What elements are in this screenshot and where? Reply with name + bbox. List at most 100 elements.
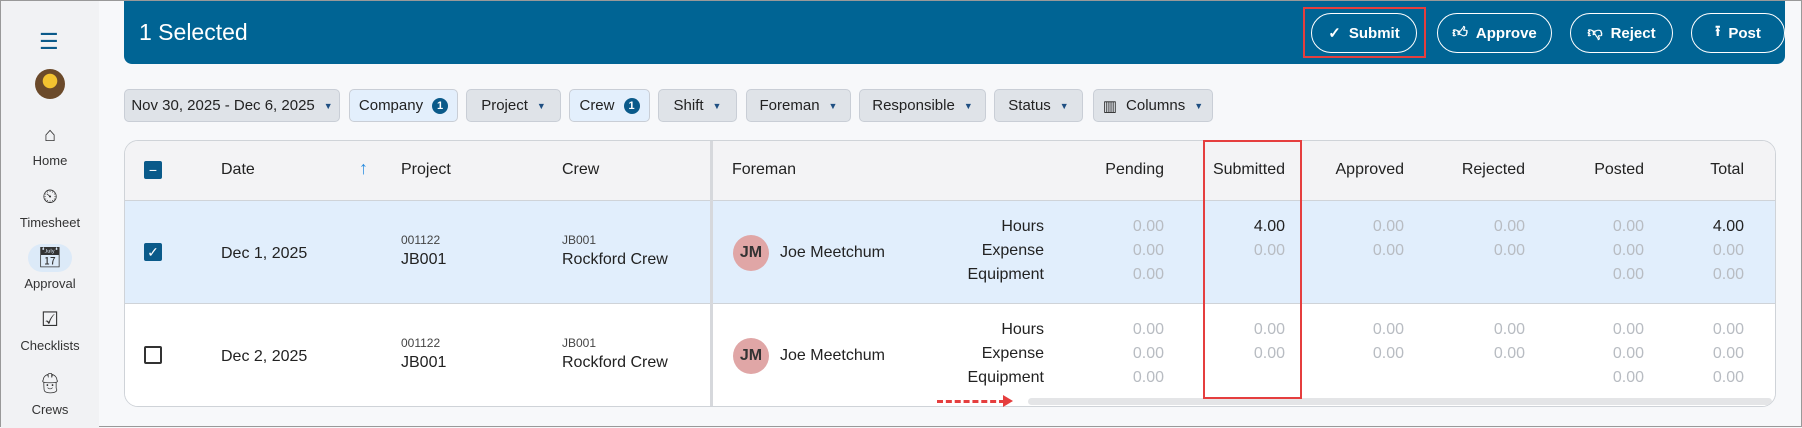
submit-button[interactable]: ✓ Submit xyxy=(1311,13,1417,53)
approval-table: − Date ↑ Project Crew Foreman Pending Sub… xyxy=(124,140,1776,407)
project-name: JB001 xyxy=(401,251,447,268)
reject-button[interactable]: 👎︎ Reject xyxy=(1570,13,1673,53)
caret-down-icon: ▼ xyxy=(963,100,973,111)
sidebar-item-crews[interactable]: 👷︎ Crews xyxy=(1,370,99,417)
sidebar-item-home[interactable]: ⌂ Home xyxy=(1,121,99,168)
select-all-checkbox[interactable]: − xyxy=(144,161,162,179)
checklist-icon: ☑ xyxy=(41,309,59,331)
columns-button[interactable]: ▥ Columns ▼ xyxy=(1093,89,1213,122)
approve-button[interactable]: 👍︎ Approve xyxy=(1437,13,1552,53)
total-value: 0.00 xyxy=(1712,321,1744,338)
row-date: Dec 1, 2025 xyxy=(221,245,308,262)
pending-value: 0.00 xyxy=(1132,345,1164,362)
sidebar-item-checklists[interactable]: ☑ Checklists xyxy=(1,306,99,353)
approval-icon: 📅︎ xyxy=(28,244,72,272)
user-avatar[interactable] xyxy=(35,69,65,99)
approved-value: 0.00 xyxy=(1372,242,1404,259)
approved-value: 0.00 xyxy=(1372,321,1404,338)
menu-icon[interactable]: ☰ xyxy=(39,29,59,54)
pending-value: 0.00 xyxy=(1132,218,1164,235)
sidebar-item-timesheet[interactable]: ⏲ Timesheet xyxy=(1,183,99,230)
submitted-value: 0.00 xyxy=(1253,345,1285,362)
selection-header xyxy=(124,1,1785,64)
table-row[interactable]: Dec 2, 2025 001122 JB001 JB001 Rockford Crew… xyxy=(125,304,1775,406)
status-filter[interactable]: Status ▼ xyxy=(994,89,1083,122)
scroll-arrow-annotation xyxy=(937,400,1005,403)
project-filter[interactable]: Project ▼ xyxy=(466,89,561,122)
project-code: 001122 xyxy=(401,233,441,247)
column-project[interactable]: Project xyxy=(401,161,451,178)
column-approved[interactable]: Approved xyxy=(1335,161,1405,178)
column-posted[interactable]: Posted xyxy=(1594,161,1644,178)
project-code: 001122 xyxy=(401,336,441,350)
pending-value: 0.00 xyxy=(1132,266,1164,283)
highlight-box-submitted-column xyxy=(1203,140,1302,399)
approved-value: 0.00 xyxy=(1372,218,1404,235)
foreman-avatar: JM xyxy=(733,338,769,374)
sidebar-item-approval[interactable]: 📅︎ Approval xyxy=(1,244,99,291)
sidebar: ☰ ⌂ Home ⏲ Timesheet 📅︎ Approval ☑ Checklists 👷︎… xyxy=(1,1,99,428)
rejected-value: 0.00 xyxy=(1493,242,1525,259)
metric-label: Hours xyxy=(1001,321,1044,338)
foreman-avatar: JM xyxy=(733,235,769,271)
row-checkbox[interactable]: ✓ xyxy=(144,243,162,261)
table-row[interactable]: ✓ Dec 1, 2025 001122 JB001 JB001 Rockford Cre… xyxy=(125,201,1775,304)
shift-filter[interactable]: Shift ▼ xyxy=(658,89,737,122)
crew-count-badge: 1 xyxy=(623,97,640,114)
table-header: − Date ↑ Project Crew Foreman Pending Sub… xyxy=(125,141,1775,201)
company-count-badge: 1 xyxy=(432,97,449,114)
home-icon: ⌂ xyxy=(43,124,57,146)
thumbs-up-icon: 👍︎ xyxy=(1452,24,1468,41)
caret-down-icon: ▼ xyxy=(1194,100,1204,111)
pending-value: 0.00 xyxy=(1132,369,1164,386)
foreman-filter[interactable]: Foreman ▼ xyxy=(746,89,851,122)
crews-icon: 👷︎ xyxy=(37,373,63,395)
posted-value: 0.00 xyxy=(1612,266,1644,283)
horizontal-scrollbar[interactable] xyxy=(1028,398,1772,405)
posted-value: 0.00 xyxy=(1612,369,1644,386)
submitted-value: 0.00 xyxy=(1253,242,1285,259)
column-pending[interactable]: Pending xyxy=(1105,161,1164,178)
total-value: 4.00 xyxy=(1712,218,1744,235)
pending-value: 0.00 xyxy=(1132,242,1164,259)
column-total[interactable]: Total xyxy=(1710,161,1744,178)
foreman-name: Joe Meetchum xyxy=(780,244,885,261)
total-value: 0.00 xyxy=(1712,345,1744,362)
row-date: Dec 2, 2025 xyxy=(221,348,308,365)
metric-label: Equipment xyxy=(967,369,1045,386)
crew-filter[interactable]: Crew 1 xyxy=(569,89,650,122)
column-crew[interactable]: Crew xyxy=(562,161,600,178)
date-range-filter[interactable]: Nov 30, 2025 - Dec 6, 2025 ▼ xyxy=(124,89,340,122)
crew-code: JB001 xyxy=(562,233,597,247)
highlight-box-submit xyxy=(1303,7,1426,58)
column-date[interactable]: Date xyxy=(221,161,255,178)
posted-value: 0.00 xyxy=(1612,218,1644,235)
check-icon: ✓ xyxy=(1328,25,1341,42)
arrow-head-icon xyxy=(1003,395,1013,407)
column-foreman[interactable]: Foreman xyxy=(732,161,797,178)
timesheet-icon: ⏲ xyxy=(42,186,58,208)
metric-label: Expense xyxy=(981,345,1044,362)
company-filter[interactable]: Company 1 xyxy=(349,89,458,122)
page-title: 1 Selected xyxy=(139,19,248,45)
row-checkbox[interactable] xyxy=(144,346,162,364)
submitted-value: 0.00 xyxy=(1253,321,1285,338)
project-name: JB001 xyxy=(401,354,447,371)
thumbs-down-icon: 👎︎ xyxy=(1587,24,1603,41)
column-submitted[interactable]: Submitted xyxy=(1212,161,1285,178)
sort-ascending-icon[interactable]: ↑ xyxy=(359,158,368,178)
total-value: 0.00 xyxy=(1712,369,1744,386)
caret-down-icon: ▼ xyxy=(828,100,838,111)
rejected-value: 0.00 xyxy=(1493,345,1525,362)
submitted-value: 4.00 xyxy=(1253,218,1285,235)
metric-label: Hours xyxy=(1001,218,1044,235)
posted-value: 0.00 xyxy=(1612,321,1644,338)
responsible-filter[interactable]: Responsible ▼ xyxy=(859,89,986,122)
crew-name: Rockford Crew xyxy=(562,251,668,268)
caret-down-icon: ▼ xyxy=(1059,100,1069,111)
pending-value: 0.00 xyxy=(1132,321,1164,338)
column-rejected[interactable]: Rejected xyxy=(1461,161,1525,178)
post-button[interactable]: ⭱ Post xyxy=(1691,13,1785,53)
crew-name: Rockford Crew xyxy=(562,354,668,371)
total-value: 0.00 xyxy=(1712,266,1744,283)
